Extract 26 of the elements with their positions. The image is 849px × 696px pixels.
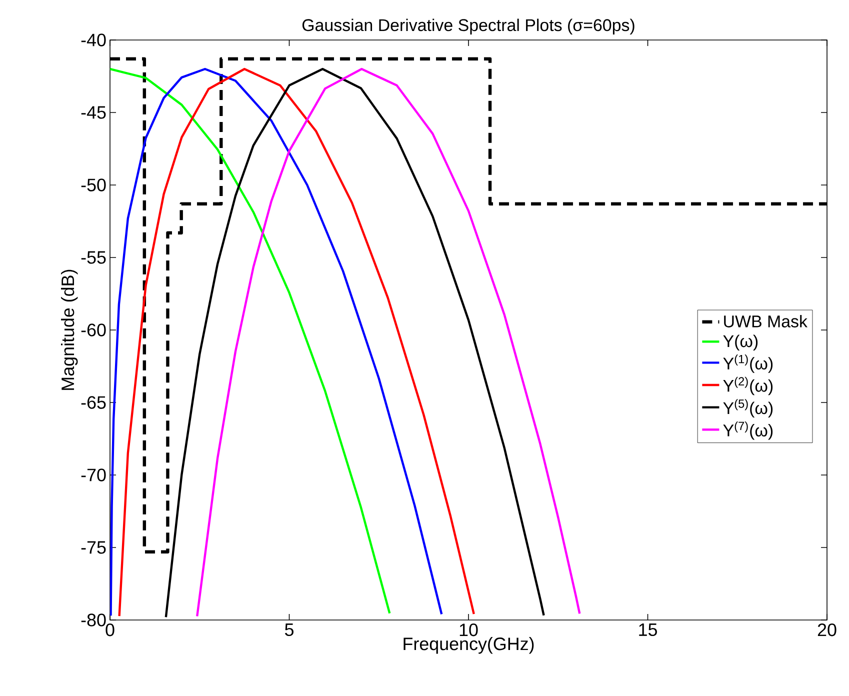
x-axis-title: Frequency(GHz) <box>404 637 534 654</box>
y-tick-label: -60 <box>81 324 106 336</box>
y-tick-label: -55 <box>81 251 106 264</box>
line-series <box>196 68 581 618</box>
legend-label: UWB Mask <box>724 315 808 328</box>
legend-label: Y$^{(5)}$(ω) <box>723 399 773 418</box>
x-tick-label: 0 <box>106 624 114 636</box>
y-tick-label: -70 <box>81 468 106 482</box>
legend-label: Y(ω) <box>723 334 758 351</box>
y-tick-label: -80 <box>81 614 106 626</box>
legend-label: Y$^{(1)}$(ω) <box>723 354 773 373</box>
x-tick-label: 10 <box>460 624 478 636</box>
legend-label: Y$^{(7)}$(ω) <box>723 421 773 440</box>
y-tick-label: -50 <box>81 178 106 192</box>
x-tick-label: 5 <box>284 624 294 636</box>
line-series <box>164 68 545 618</box>
x-tick-label: 15 <box>639 624 657 636</box>
y-tick-label: -45 <box>81 106 106 119</box>
chart-title: Gaussian Derivative Spectral Plots (σ=60ps) <box>302 18 634 34</box>
y-tick-label: -75 <box>81 541 106 554</box>
legend-label: Y$^{(2)}$(ω) <box>723 376 773 396</box>
y-tick-label: -65 <box>81 396 106 409</box>
x-tick-label: 20 <box>818 624 836 636</box>
y-axis-title: Magnitude (dB) <box>61 270 78 390</box>
y-tick-label: -40 <box>81 34 106 46</box>
line-series <box>110 68 391 614</box>
